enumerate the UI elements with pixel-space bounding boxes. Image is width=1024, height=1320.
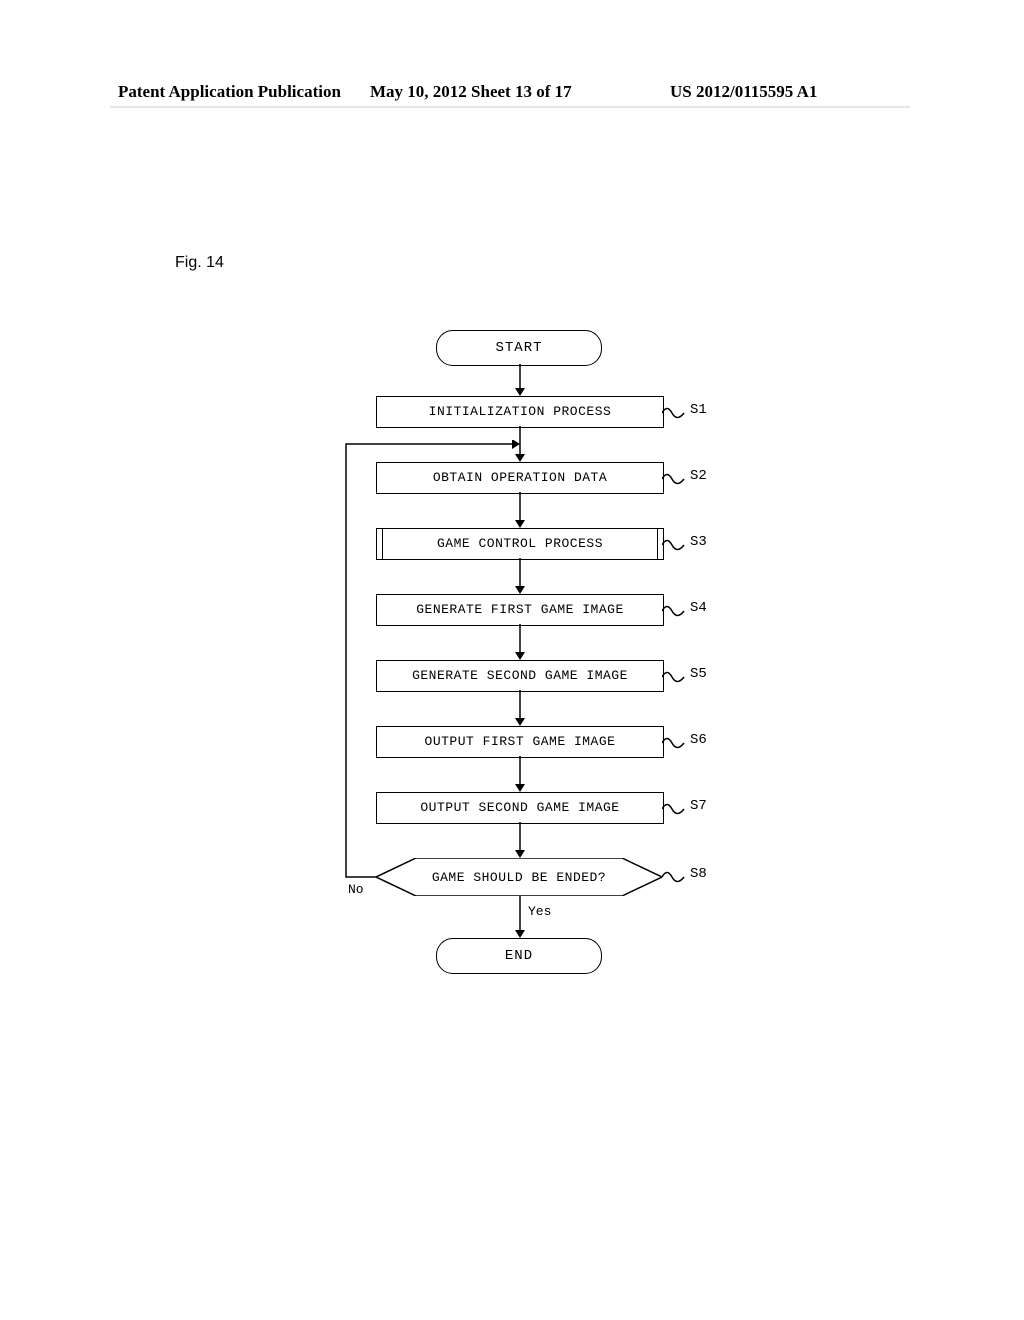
lead-s6 (662, 736, 686, 750)
node-s1: INITIALIZATION PROCESS (376, 396, 664, 428)
node-end-label: END (505, 948, 533, 964)
arrow-start-s1 (514, 364, 526, 396)
header-rule (110, 106, 910, 108)
ref-s7: S7 (690, 798, 707, 814)
flowchart: START INITIALIZATION PROCESS S1 OBTAIN O… (340, 330, 760, 1000)
header-date-sheet: May 10, 2012 Sheet 13 of 17 (370, 82, 572, 102)
ref-s4: S4 (690, 600, 707, 616)
lead-s8 (662, 870, 686, 884)
ref-s8: S8 (690, 866, 707, 882)
page: Patent Application Publication May 10, 2… (0, 0, 1024, 1320)
header-publication: Patent Application Publication (118, 82, 341, 102)
ref-s3: S3 (690, 534, 707, 550)
lead-s4 (662, 604, 686, 618)
ref-s5: S5 (690, 666, 707, 682)
lead-s5 (662, 670, 686, 684)
ref-s1: S1 (690, 402, 707, 418)
header-docnum: US 2012/0115595 A1 (670, 82, 817, 102)
ref-s2: S2 (690, 468, 707, 484)
arrow-s8-end (514, 896, 526, 938)
loopback-no (338, 440, 526, 889)
node-s1-label: INITIALIZATION PROCESS (429, 404, 612, 419)
ref-s6: S6 (690, 732, 707, 748)
edge-yes-label: Yes (528, 904, 551, 919)
node-start-label: START (495, 340, 542, 356)
lead-s1 (662, 406, 686, 420)
lead-s7 (662, 802, 686, 816)
figure-label: Fig. 14 (175, 254, 224, 272)
edge-no-label: No (348, 882, 364, 897)
lead-s2 (662, 472, 686, 486)
node-start: START (436, 330, 602, 366)
node-end: END (436, 938, 602, 974)
lead-s3 (662, 538, 686, 552)
